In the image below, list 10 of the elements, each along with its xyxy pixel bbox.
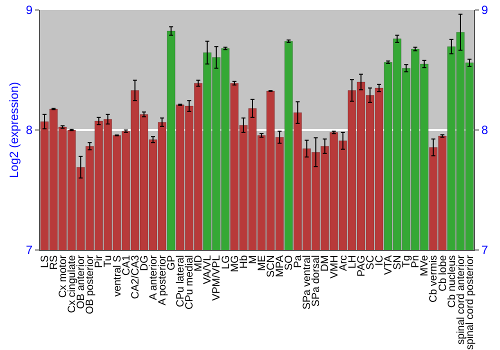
x-tick-label: MVe	[418, 255, 431, 276]
y2-tick-label: 8	[481, 123, 488, 138]
y-tick-label: 7	[26, 243, 33, 258]
y-axis-title: Log2 (expression)	[7, 82, 22, 178]
y2-tick-label: 7	[481, 243, 488, 258]
y-tick-label: 9	[26, 3, 33, 18]
x-tick-label: OB posterior	[84, 254, 96, 314]
y-tick-label: 8	[26, 123, 33, 138]
x-tick-label: Tg	[400, 255, 413, 268]
y2-tick-label: 9	[481, 3, 488, 18]
